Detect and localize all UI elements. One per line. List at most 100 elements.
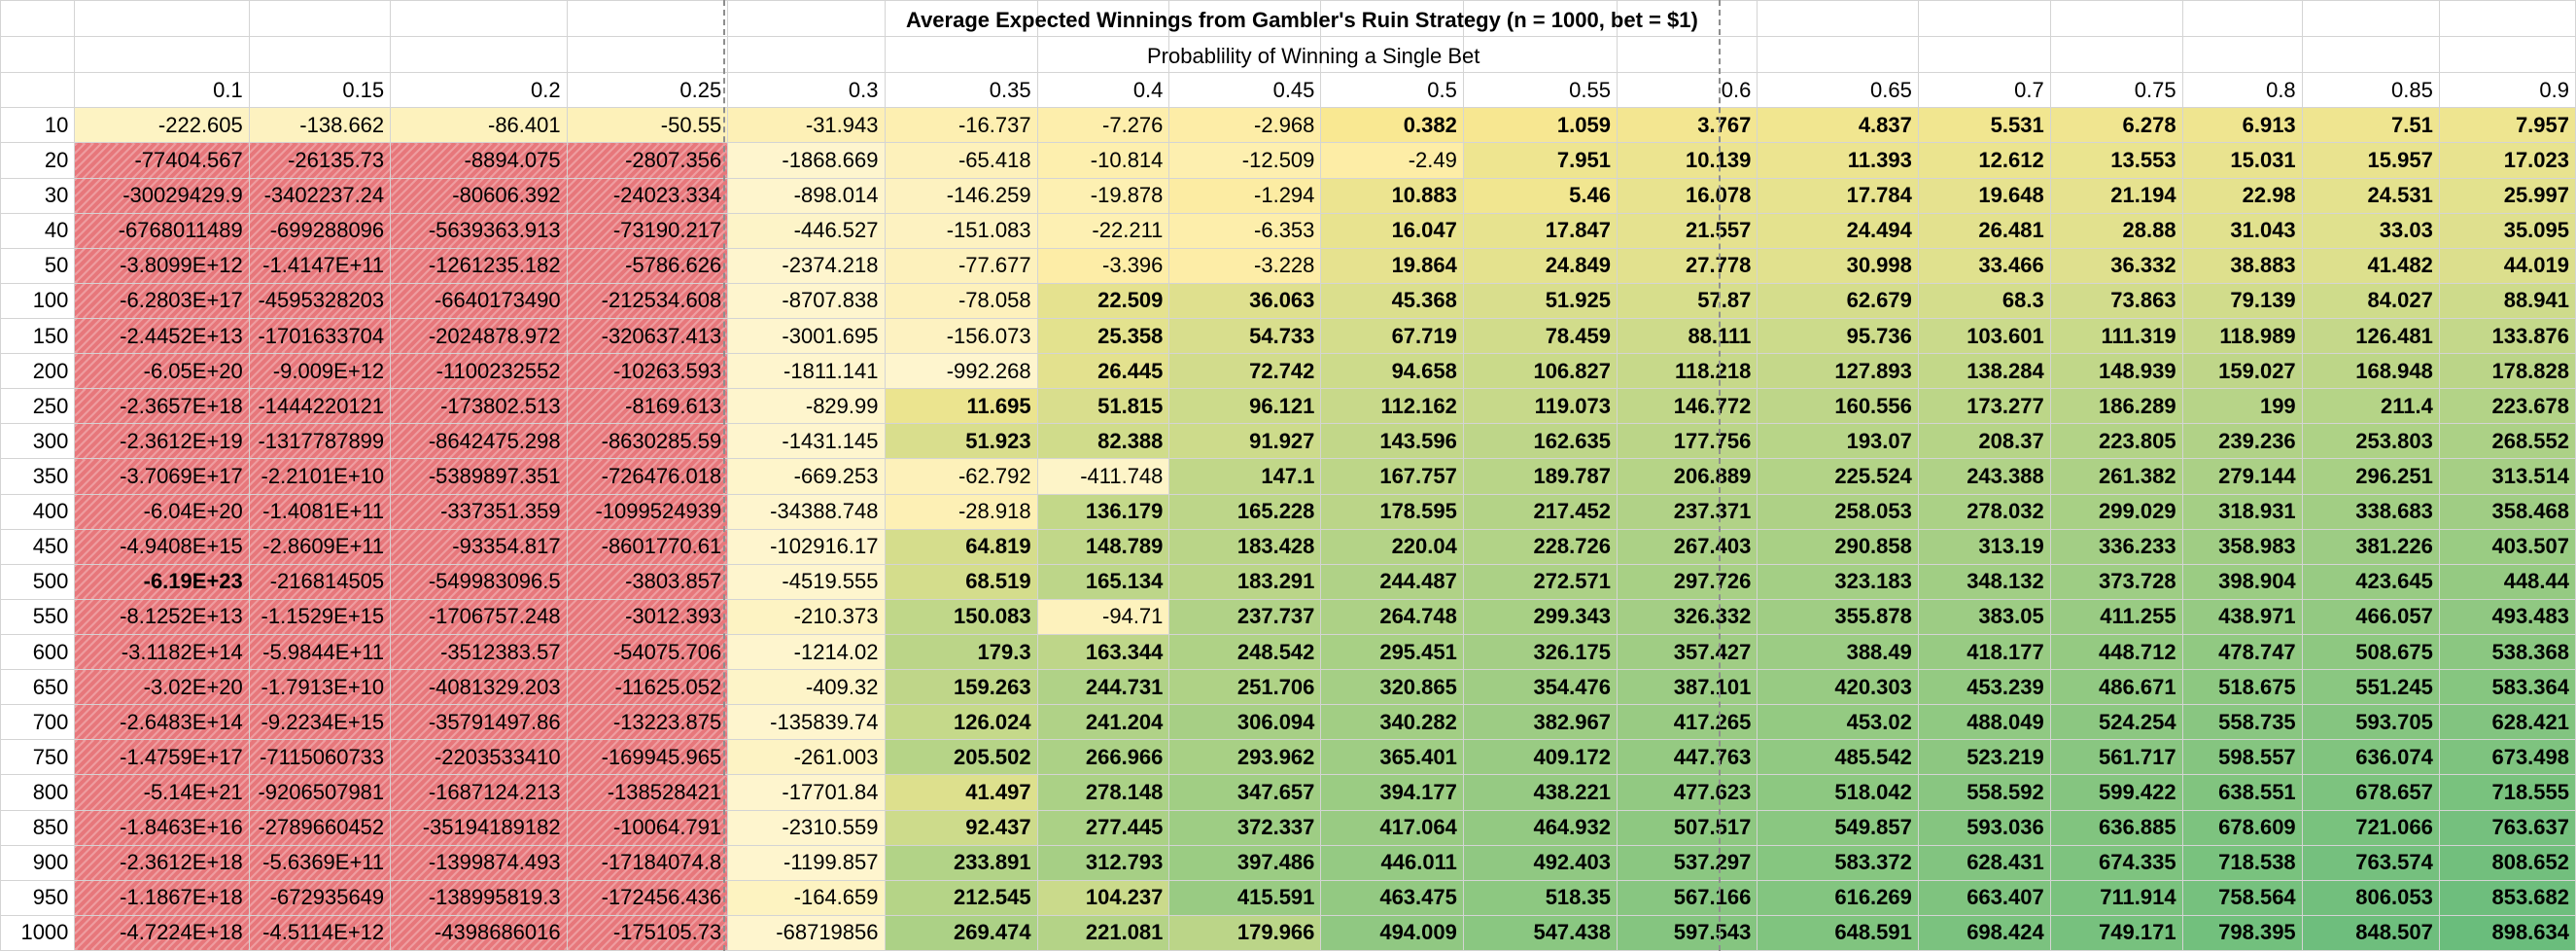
value-cell[interactable]: 118.218	[1616, 353, 1758, 390]
value-cell[interactable]: 73.863	[2049, 282, 2183, 319]
value-cell[interactable]: -2.968	[1168, 107, 1322, 144]
value-cell[interactable]: 382.967	[1462, 704, 1618, 741]
value-cell[interactable]: 4.837	[1757, 107, 1919, 144]
value-cell[interactable]: 22.98	[2181, 177, 2303, 214]
value-cell[interactable]: 189.787	[1462, 458, 1618, 495]
value-cell[interactable]: -5.14E+21	[74, 774, 250, 811]
value-cell[interactable]: 448.44	[2438, 563, 2576, 600]
value-cell[interactable]: 438.971	[2181, 598, 2303, 635]
value-cell[interactable]: -5.9844E+11	[248, 633, 392, 671]
value-cell[interactable]: -1.4081E+11	[248, 493, 392, 530]
value-cell[interactable]: 183.291	[1168, 563, 1322, 600]
value-cell[interactable]: -13223.875	[566, 704, 729, 741]
value-cell[interactable]: -151.083	[884, 212, 1038, 249]
value-cell[interactable]: 326.332	[1616, 598, 1758, 635]
value-cell[interactable]: -2.6483E+14	[74, 704, 250, 741]
value-cell[interactable]: 138.284	[1917, 353, 2051, 390]
value-cell[interactable]: -12.509	[1168, 142, 1322, 179]
value-cell[interactable]: -4.9408E+15	[74, 528, 250, 565]
value-cell[interactable]: -1.8463E+16	[74, 809, 250, 846]
value-cell[interactable]: 67.719	[1320, 317, 1464, 355]
value-cell[interactable]: 258.053	[1757, 493, 1919, 530]
value-cell[interactable]: 33.03	[2301, 212, 2440, 249]
value-cell[interactable]: 82.388	[1036, 423, 1170, 460]
value-cell[interactable]: 524.254	[2049, 704, 2183, 741]
value-cell[interactable]: 27.778	[1616, 247, 1758, 284]
value-cell[interactable]: 409.172	[1462, 739, 1618, 776]
value-cell[interactable]: 118.989	[2181, 317, 2303, 355]
value-cell[interactable]: 388.49	[1757, 633, 1919, 671]
value-cell[interactable]: -1199.857	[727, 844, 886, 881]
value-cell[interactable]: 94.658	[1320, 353, 1464, 390]
value-cell[interactable]: 199	[2181, 388, 2303, 425]
value-cell[interactable]: -9.009E+12	[248, 353, 392, 390]
value-cell[interactable]: 758.564	[2181, 879, 2303, 916]
value-cell[interactable]: -216814505	[248, 563, 392, 600]
probability-header-cell[interactable]: 0.75	[2049, 72, 2183, 109]
probability-header-cell[interactable]: 0.2	[390, 72, 568, 109]
value-cell[interactable]: 464.932	[1462, 809, 1618, 846]
value-cell[interactable]: 355.878	[1757, 598, 1919, 635]
empty-cell[interactable]	[390, 0, 568, 38]
value-cell[interactable]: 148.789	[1036, 528, 1170, 565]
value-cell[interactable]: -2310.559	[727, 809, 886, 846]
empty-cell[interactable]	[248, 0, 392, 38]
value-cell[interactable]: -31.943	[727, 107, 886, 144]
value-cell[interactable]: -6640173490	[390, 282, 568, 319]
row-label-cell[interactable]: 20	[0, 142, 76, 179]
value-cell[interactable]: 233.891	[884, 844, 1038, 881]
value-cell[interactable]: -35194189182	[390, 809, 568, 846]
value-cell[interactable]: 397.486	[1168, 844, 1322, 881]
value-cell[interactable]: -2.49	[1320, 142, 1464, 179]
row-label-cell[interactable]: 600	[0, 633, 76, 671]
row-label-cell[interactable]: 10	[0, 107, 76, 144]
value-cell[interactable]: 272.571	[1462, 563, 1618, 600]
value-cell[interactable]: 583.372	[1757, 844, 1919, 881]
value-cell[interactable]: 278.032	[1917, 493, 2051, 530]
value-cell[interactable]: 446.011	[1320, 844, 1464, 881]
value-cell[interactable]: 711.914	[2049, 879, 2183, 916]
value-cell[interactable]: 244.487	[1320, 563, 1464, 600]
value-cell[interactable]: 0.382	[1320, 107, 1464, 144]
value-cell[interactable]: 26.445	[1036, 353, 1170, 390]
value-cell[interactable]: 798.395	[2181, 914, 2303, 951]
value-cell[interactable]: 21.194	[2049, 177, 2183, 214]
value-cell[interactable]: -77.677	[884, 247, 1038, 284]
empty-cell[interactable]	[1616, 36, 1758, 74]
value-cell[interactable]: 698.424	[1917, 914, 2051, 951]
value-cell[interactable]: 453.239	[1917, 669, 2051, 706]
value-cell[interactable]: -146.259	[884, 177, 1038, 214]
empty-cell[interactable]	[2438, 0, 2576, 38]
value-cell[interactable]: 6.278	[2049, 107, 2183, 144]
value-cell[interactable]: 523.219	[1917, 739, 2051, 776]
value-cell[interactable]: 763.637	[2438, 809, 2576, 846]
probability-header-cell[interactable]: 0.1	[74, 72, 250, 109]
value-cell[interactable]: -8169.613	[566, 388, 729, 425]
row-label-cell[interactable]: 700	[0, 704, 76, 741]
value-cell[interactable]: 13.553	[2049, 142, 2183, 179]
value-cell[interactable]: -175105.73	[566, 914, 729, 951]
value-cell[interactable]: -28.918	[884, 493, 1038, 530]
value-cell[interactable]: 477.623	[1616, 774, 1758, 811]
value-cell[interactable]: 88.111	[1616, 317, 1758, 355]
value-cell[interactable]: 538.368	[2438, 633, 2576, 671]
row-label-cell[interactable]: 850	[0, 809, 76, 846]
value-cell[interactable]: 718.555	[2438, 774, 2576, 811]
value-cell[interactable]: 518.042	[1757, 774, 1919, 811]
value-cell[interactable]: 718.538	[2181, 844, 2303, 881]
value-cell[interactable]: -35791497.86	[390, 704, 568, 741]
value-cell[interactable]: -138528421	[566, 774, 729, 811]
empty-cell[interactable]	[1616, 0, 1758, 38]
value-cell[interactable]: 338.683	[2301, 493, 2440, 530]
value-cell[interactable]: -80606.392	[390, 177, 568, 214]
value-cell[interactable]: 22.509	[1036, 282, 1170, 319]
value-cell[interactable]: 38.883	[2181, 247, 2303, 284]
value-cell[interactable]: 78.459	[1462, 317, 1618, 355]
value-cell[interactable]: 68.3	[1917, 282, 2051, 319]
row-label-cell[interactable]: 350	[0, 458, 76, 495]
value-cell[interactable]: 673.498	[2438, 739, 2576, 776]
value-cell[interactable]: -992.268	[884, 353, 1038, 390]
empty-cell[interactable]	[1917, 0, 2051, 38]
value-cell[interactable]: 438.221	[1462, 774, 1618, 811]
value-cell[interactable]: 31.043	[2181, 212, 2303, 249]
